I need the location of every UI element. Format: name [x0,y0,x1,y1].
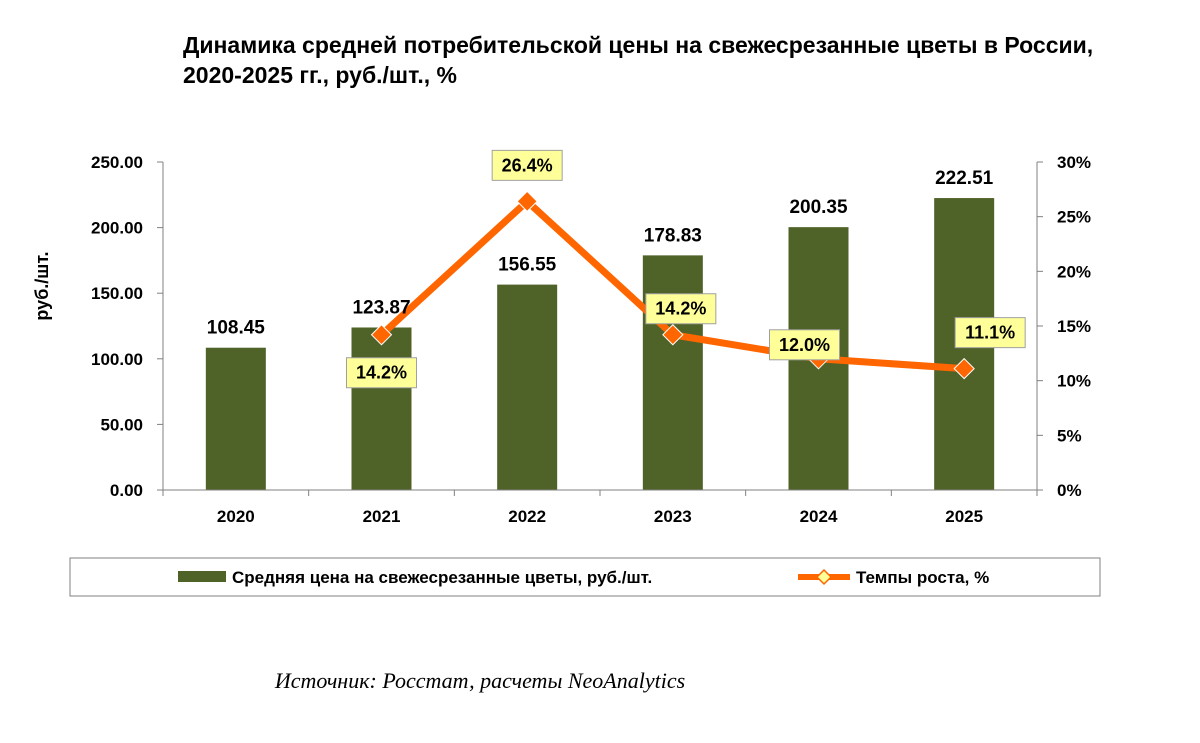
growth-marker [516,190,538,213]
growth-label-box [769,329,840,361]
right-tick-label: 10% [1057,372,1091,391]
growth-value-label: 14.2% [655,299,706,319]
right-tick-label: 30% [1057,153,1091,172]
growth-value-label: 12.0% [779,335,830,355]
left-tick-label: 100.00 [91,350,143,369]
growth-marker [662,324,684,346]
right-tick-label: 0% [1057,481,1082,500]
legend-line-marker [815,568,833,586]
growth-value-label: 26.4% [502,155,553,175]
legend-bar-swatch [178,571,226,582]
growth-marker [953,357,975,380]
right-tick-label: 15% [1057,317,1091,336]
x-tick-label: 2023 [654,507,692,526]
x-tick-label: 2024 [800,507,838,526]
chart-title: Динамика средней потребительской цены на… [183,32,1094,88]
bar [205,347,266,490]
growth-label-box [645,293,717,325]
x-tick-label: 2020 [217,507,255,526]
x-tick-label: 2022 [508,507,546,526]
bar-value-label: 156.55 [498,255,557,276]
legend-bar-label: Средняя цена на свежесрезанные цветы, ру… [232,568,652,587]
bar-value-label: 200.35 [789,197,848,218]
growth-label-box [954,317,1026,349]
left-tick-label: 250.00 [91,153,143,172]
bar-value-label: 222.51 [935,168,994,189]
left-tick-label: 50.00 [100,415,143,434]
bar-value-label: 123.87 [352,297,410,318]
source-note: Источник: Росстат, расчеты NeoAnalytics [274,668,686,693]
left-tick-label: 150.00 [91,284,143,303]
growth-value-label: 11.1% [965,323,1015,343]
x-tick-label: 2021 [363,507,401,526]
growth-label-box [491,149,563,181]
right-tick-label: 5% [1057,426,1082,445]
left-tick-label: 0.00 [110,481,143,500]
legend-line-label: Темпы роста, % [856,568,989,587]
bar-value-label: 178.83 [644,225,702,246]
bar [351,327,412,490]
right-tick-label: 25% [1057,208,1091,227]
bar [642,255,703,490]
growth-marker [370,324,393,346]
y-axis-title: руб./шт. [32,251,52,320]
x-tick-label: 2025 [945,507,983,526]
bar [497,284,558,490]
legend-box [69,557,1101,597]
growth-value-label: 14.2% [356,363,407,383]
right-tick-label: 20% [1057,262,1091,281]
growth-label-box [346,357,417,389]
left-tick-label: 200.00 [91,219,143,238]
bar-value-label: 108.45 [207,318,266,339]
